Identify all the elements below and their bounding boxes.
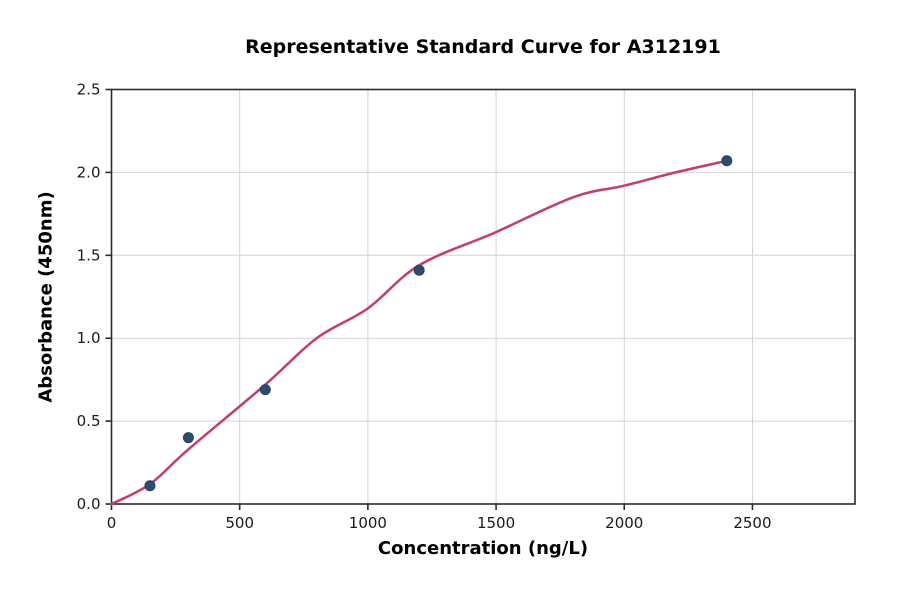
y-tick-label: 0.0 [77, 495, 101, 513]
y-tick-label: 0.5 [77, 412, 101, 430]
data-point [721, 155, 733, 167]
data-point [182, 432, 194, 444]
x-tick-label: 500 [225, 514, 254, 532]
y-tick-label: 2.5 [77, 81, 101, 99]
x-tick-label: 1500 [477, 514, 515, 532]
x-tick-label: 2500 [733, 514, 771, 532]
data-point [259, 384, 271, 396]
x-tick-label: 1000 [349, 514, 387, 532]
plot-frame [110, 88, 856, 505]
x-axis-label: Concentration (ng/L) [377, 538, 589, 559]
chart-title: Representative Standard Curve for A31219… [245, 36, 721, 58]
data-point [413, 264, 425, 276]
y-tick-label: 1.0 [77, 329, 101, 347]
fit-curve [110, 159, 729, 506]
data-point [144, 480, 156, 492]
x-tick-label: 2000 [605, 514, 643, 532]
y-axis-label: Absorbance (450nm) [35, 191, 57, 403]
y-tick-label: 1.5 [77, 246, 101, 264]
x-tick-label: 0 [107, 514, 117, 532]
y-tick-label: 2.0 [77, 163, 101, 181]
